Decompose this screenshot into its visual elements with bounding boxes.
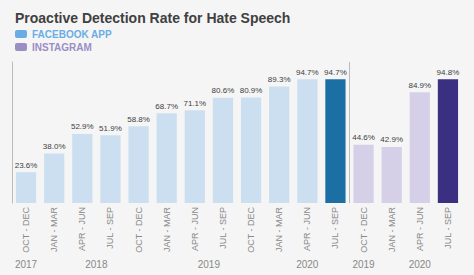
svg-text:2020: 2020 <box>409 259 432 270</box>
svg-text:80.6%: 80.6% <box>212 86 235 95</box>
svg-text:89.3%: 89.3% <box>268 75 291 84</box>
svg-text:JUL - SEP: JUL - SEP <box>218 207 228 249</box>
svg-text:42.9%: 42.9% <box>380 135 403 144</box>
svg-text:2017: 2017 <box>15 259 38 270</box>
svg-text:51.9%: 51.9% <box>99 124 122 133</box>
svg-text:OCT - DEC: OCT - DEC <box>134 207 144 253</box>
svg-text:JUL - SEP: JUL - SEP <box>443 207 453 249</box>
svg-text:FACEBOOK APP: FACEBOOK APP <box>32 29 112 40</box>
svg-text:JAN - MAR: JAN - MAR <box>387 206 397 252</box>
svg-text:Proactive Detection Rate for H: Proactive Detection Rate for Hate Speech <box>15 10 290 26</box>
svg-text:94.8%: 94.8% <box>437 68 460 77</box>
svg-text:2019: 2019 <box>198 259 221 270</box>
svg-text:52.9%: 52.9% <box>71 122 94 131</box>
svg-text:94.7%: 94.7% <box>296 68 319 77</box>
svg-text:2020: 2020 <box>296 259 319 270</box>
svg-text:JAN - MAR: JAN - MAR <box>49 206 59 252</box>
svg-text:44.6%: 44.6% <box>352 133 375 142</box>
svg-text:APR - JUN: APR - JUN <box>77 207 87 251</box>
svg-text:JAN - MAR: JAN - MAR <box>274 206 284 252</box>
svg-text:OCT - DEC: OCT - DEC <box>246 207 256 253</box>
svg-text:84.9%: 84.9% <box>408 81 431 90</box>
svg-text:APR - JUN: APR - JUN <box>415 207 425 251</box>
svg-text:38.0%: 38.0% <box>43 142 66 151</box>
svg-text:OCT - DEC: OCT - DEC <box>21 207 31 253</box>
svg-text:58.8%: 58.8% <box>127 115 150 124</box>
svg-text:2018: 2018 <box>85 259 108 270</box>
svg-text:JAN - MAR: JAN - MAR <box>162 206 172 252</box>
svg-text:JUL - SEP: JUL - SEP <box>105 207 115 249</box>
svg-text:68.7%: 68.7% <box>155 102 178 111</box>
svg-text:INSTAGRAM: INSTAGRAM <box>32 42 92 53</box>
svg-text:94.7%: 94.7% <box>324 68 347 77</box>
svg-text:2019: 2019 <box>352 259 375 270</box>
svg-text:23.6%: 23.6% <box>15 161 38 170</box>
svg-text:JUL - SEP: JUL - SEP <box>330 207 340 249</box>
svg-text:80.9%: 80.9% <box>240 86 263 95</box>
svg-text:APR - JUN: APR - JUN <box>302 207 312 251</box>
svg-text:APR - JUN: APR - JUN <box>190 207 200 251</box>
svg-text:OCT - DEC: OCT - DEC <box>359 207 369 253</box>
svg-text:71.1%: 71.1% <box>183 99 206 108</box>
